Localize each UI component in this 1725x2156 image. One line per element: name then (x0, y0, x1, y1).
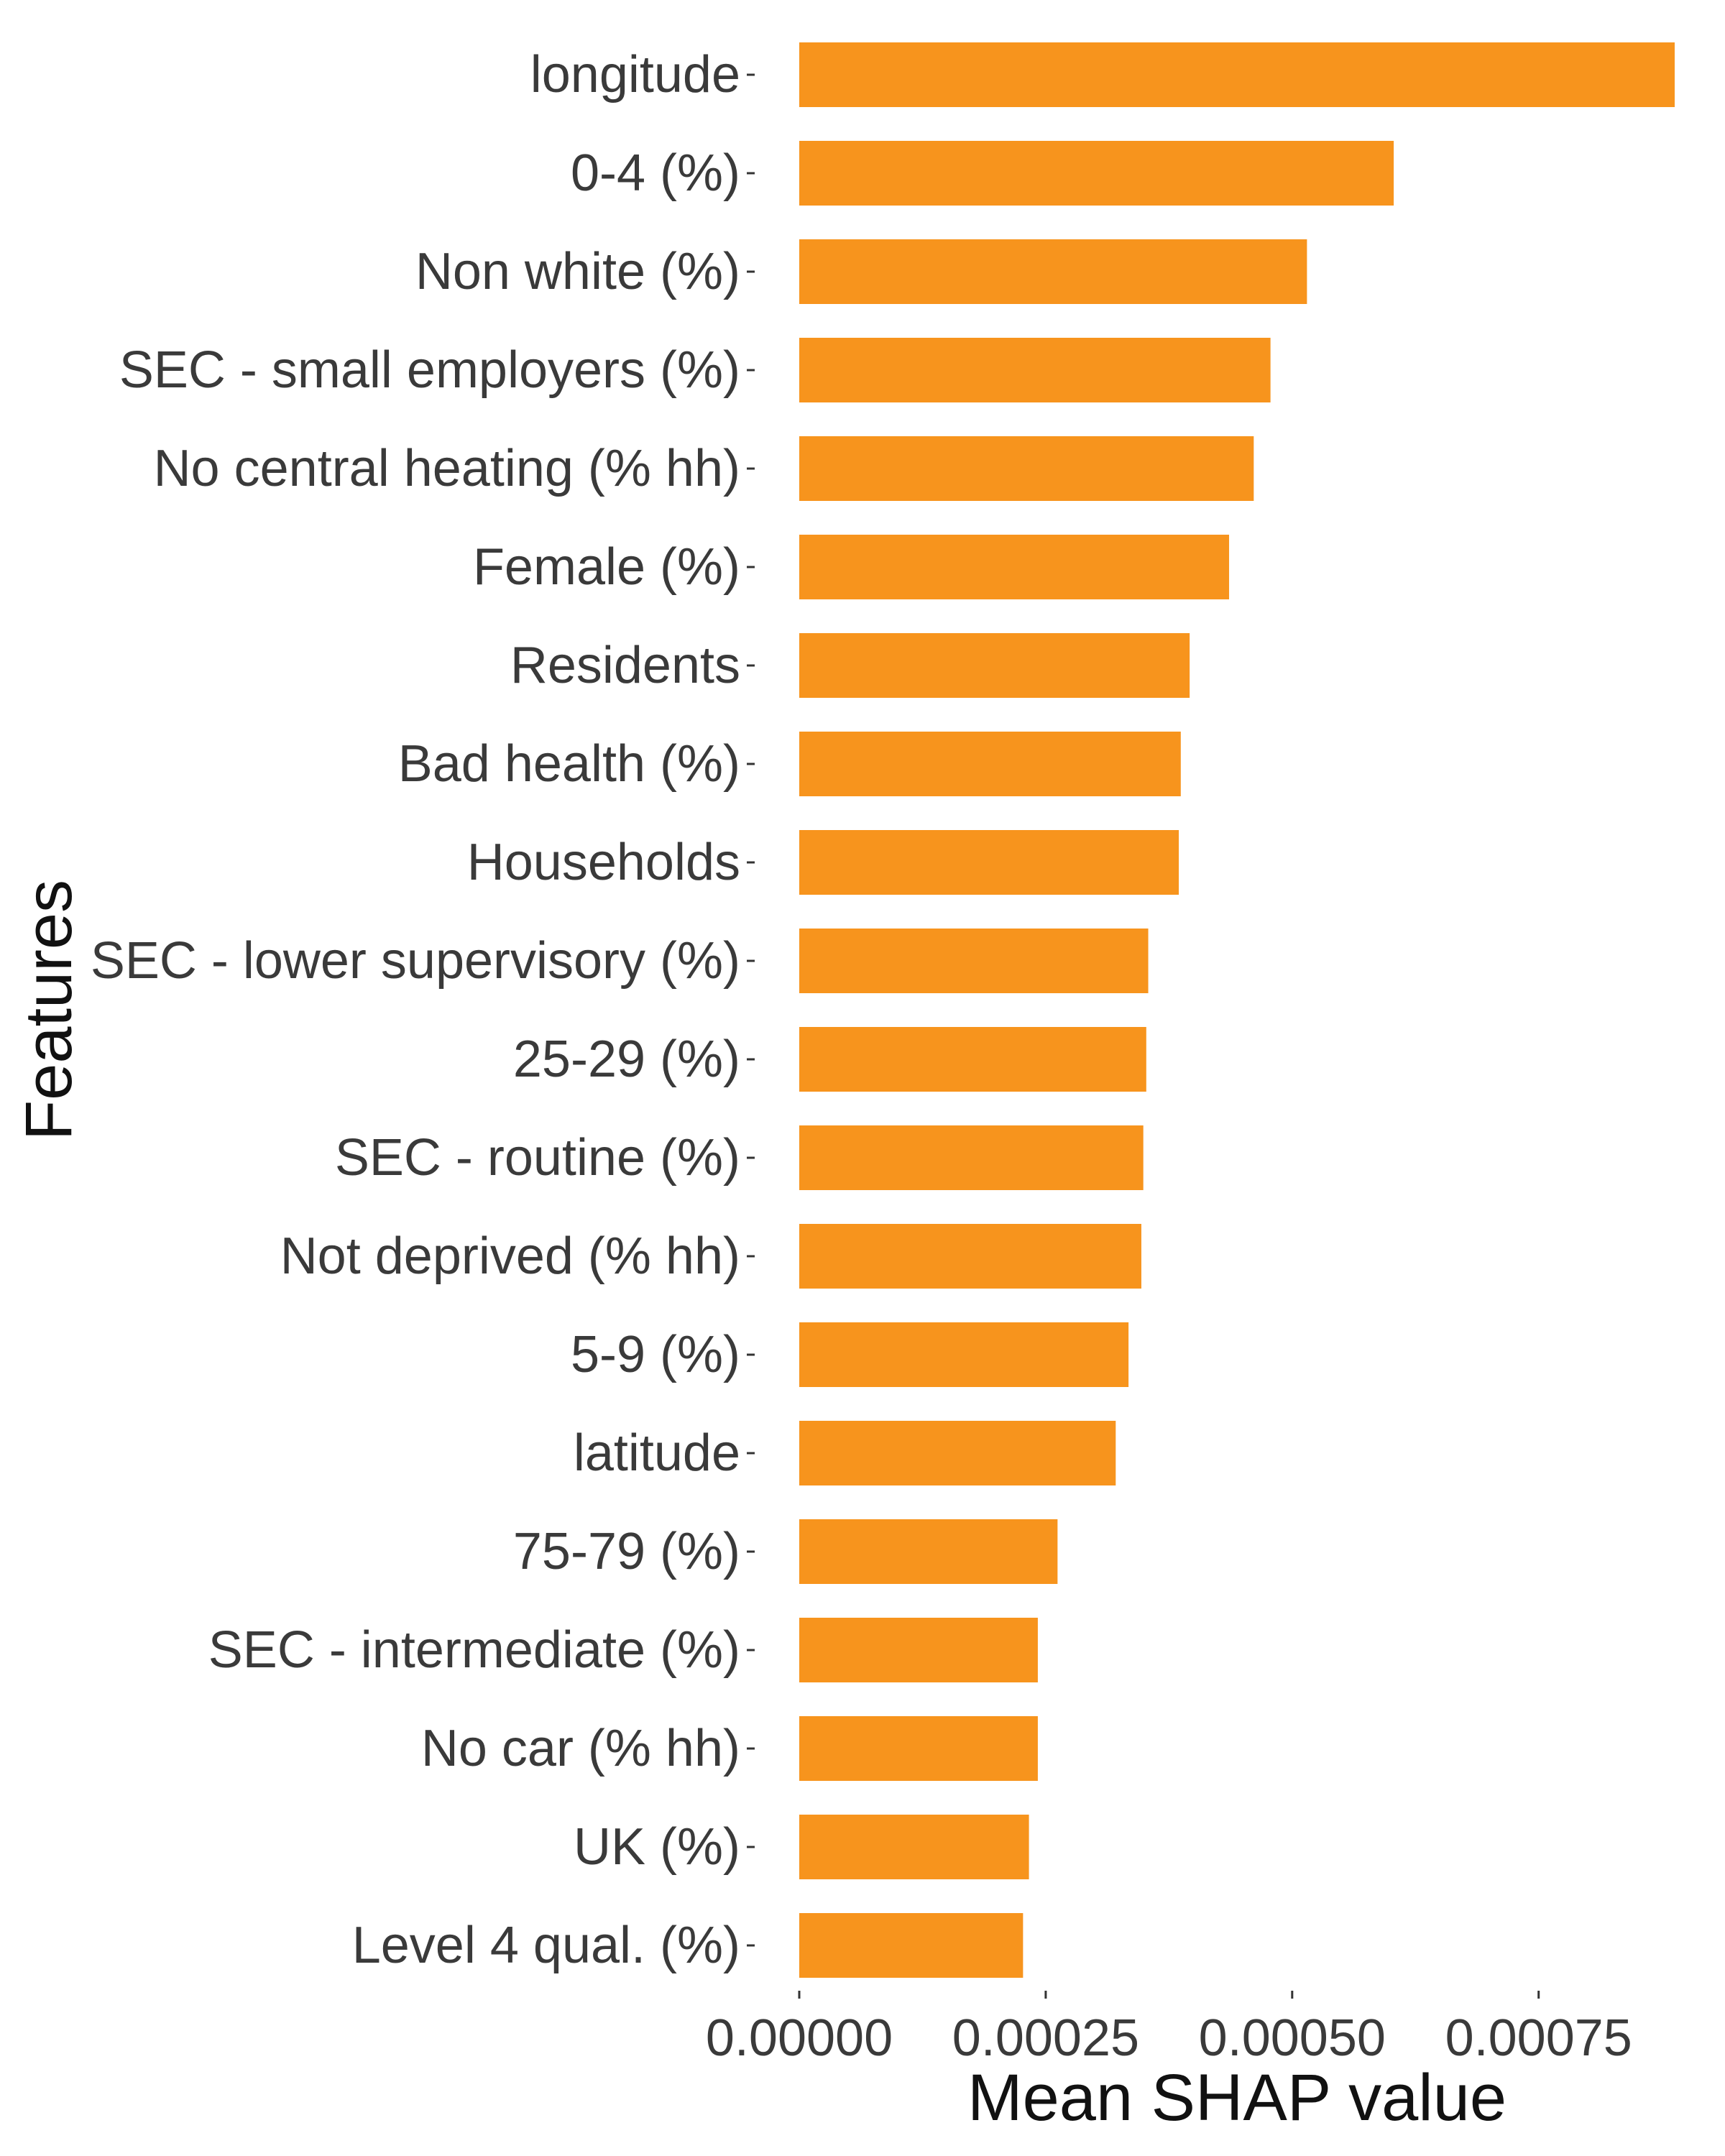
y-tick-label: SEC - small employers (%) (119, 341, 740, 399)
y-tick-label: longitude (530, 46, 740, 103)
bar (799, 1519, 1058, 1584)
bar (799, 633, 1190, 698)
bar (799, 436, 1254, 501)
y-tick-label: Level 4 qual. (%) (352, 1917, 740, 1974)
bar (799, 1125, 1144, 1190)
y-tick-label: 0-4 (%) (571, 144, 740, 202)
x-tick-label: 0.00050 (1199, 2009, 1386, 2067)
y-axis: longitude 0-4 (%) Non white (%) SEC - small… (91, 46, 755, 1974)
y-tick-label: Bad health (%) (398, 735, 740, 793)
y-tick-label: 5-9 (%) (571, 1326, 740, 1383)
y-tick-label: SEC - intermediate (%) (208, 1621, 740, 1679)
y-tick-label: Not deprived (% hh) (280, 1227, 740, 1285)
y-tick-label: Non white (%) (415, 243, 740, 300)
x-axis: 0.00000 0.00025 0.00050 0.00075 (706, 1991, 1632, 2067)
y-tick-label: 25-29 (%) (513, 1031, 740, 1088)
bar (799, 732, 1181, 796)
bar (799, 1815, 1029, 1879)
y-tick-label: No car (% hh) (421, 1720, 740, 1777)
y-tick-label: SEC - routine (%) (335, 1129, 740, 1187)
y-tick-label: 75-79 (%) (513, 1523, 740, 1580)
bar (799, 1618, 1038, 1682)
y-tick-label: UK (%) (574, 1818, 740, 1876)
y-tick-label: Female (%) (473, 538, 740, 596)
bar (799, 1421, 1116, 1485)
x-tick-label: 0.00000 (706, 2009, 893, 2067)
bar (799, 1913, 1024, 1978)
bar (799, 830, 1179, 895)
bar (799, 239, 1307, 304)
y-tick-label: latitude (574, 1424, 740, 1482)
bar (799, 1224, 1141, 1289)
y-tick-label: SEC - lower supervisory (%) (91, 932, 740, 990)
y-tick-label: No central heating (% hh) (154, 440, 740, 497)
y-axis-title: Features (12, 880, 86, 1141)
bar (799, 929, 1149, 993)
bar (799, 141, 1394, 206)
bar (799, 1027, 1146, 1092)
x-axis-title: Mean SHAP value (967, 2061, 1506, 2134)
x-tick-label: 0.00075 (1445, 2009, 1632, 2067)
bar (799, 338, 1271, 402)
y-tick-label: Residents (510, 637, 740, 694)
bar (799, 1322, 1129, 1387)
bar (799, 1716, 1038, 1781)
bar (799, 42, 1675, 107)
bar (799, 535, 1230, 599)
y-tick-label: Households (467, 834, 740, 891)
x-tick-label: 0.00025 (952, 2009, 1139, 2067)
bars-layer (799, 42, 1675, 1978)
